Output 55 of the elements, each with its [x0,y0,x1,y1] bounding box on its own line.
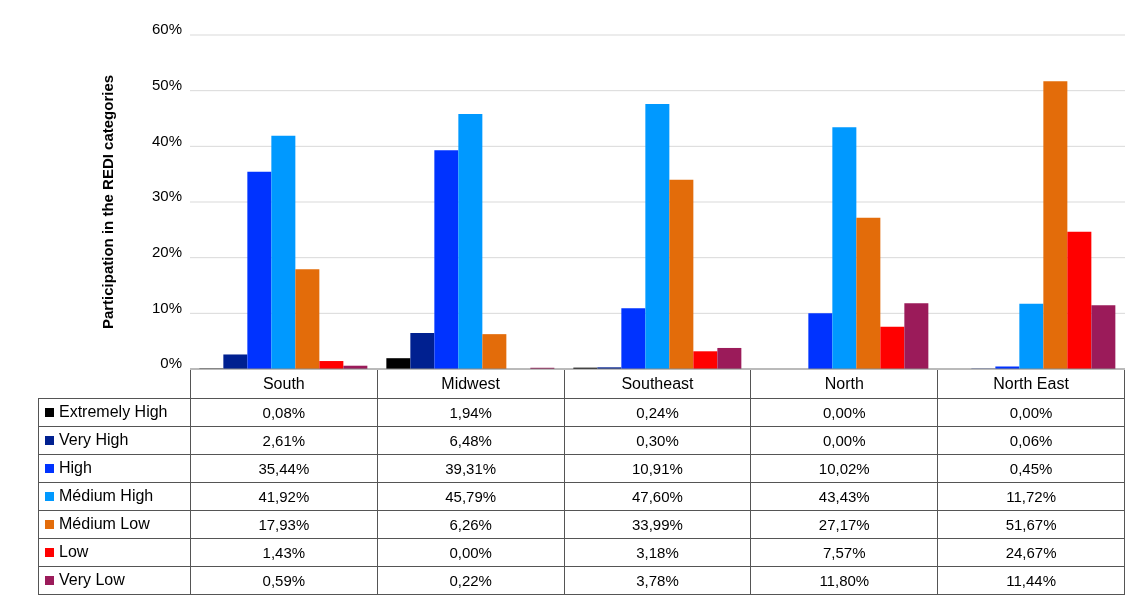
data-label: 17,93% [190,510,378,538]
y-axis-title: Participation in the REDI categories [99,74,117,330]
data-label: 45,79% [377,482,565,510]
data-label: 11,72% [937,482,1125,510]
y-tick-label: 30% [151,187,182,205]
y-tick-label: 40% [151,131,182,149]
y-tick-label: 0% [160,354,182,372]
data-label: 11,80% [750,566,938,594]
y-tick-label: 20% [151,242,182,260]
y-tick-label: 60% [151,20,182,38]
data-label: 6,26% [377,510,565,538]
data-label: 0,06% [937,426,1125,454]
x-tick-label: North East [937,370,1125,398]
data-label: 0,24% [564,398,751,426]
x-tick-label: Southeast [564,370,751,398]
y-tick-label: 50% [151,75,182,93]
data-label: 35,44% [190,454,378,482]
data-label: 7,57% [750,538,938,566]
data-label: 1,94% [377,398,565,426]
data-label: 33,99% [564,510,751,538]
data-label: 3,18% [564,538,751,566]
data-label: 43,43% [750,482,938,510]
data-label: 0,45% [937,454,1125,482]
legend-label: Médium High [38,482,191,510]
data-label: 0,00% [750,398,938,426]
data-label: 1,43% [190,538,378,566]
data-label: 0,22% [377,566,565,594]
data-label: 0,30% [564,426,751,454]
data-label: 24,67% [937,538,1125,566]
x-tick-label: South [190,370,378,398]
x-tick-label: Midwest [377,370,565,398]
data-label: 11,44% [937,566,1125,594]
legend-label: Very High [38,426,191,454]
data-label: 10,02% [750,454,938,482]
data-label: 0,59% [190,566,378,594]
legend-label: Low [38,538,191,566]
data-label: 47,60% [564,482,751,510]
data-label: 6,48% [377,426,565,454]
data-label: 51,67% [937,510,1125,538]
data-label: 0,00% [937,398,1125,426]
legend-label: Médium Low [38,510,191,538]
data-label: 27,17% [750,510,938,538]
data-label: 3,78% [564,566,751,594]
data-label: 2,61% [190,426,378,454]
legend-label: Very Low [38,566,191,594]
legend-label: Extremely High [38,398,191,426]
data-label: 10,91% [564,454,751,482]
data-label: 41,92% [190,482,378,510]
x-tick-label: North [750,370,938,398]
y-tick-label: 10% [151,298,182,316]
data-label: 39,31% [377,454,565,482]
legend-label: High [38,454,191,482]
data-label: 0,08% [190,398,378,426]
data-label: 0,00% [750,426,938,454]
data-label: 0,00% [377,538,565,566]
